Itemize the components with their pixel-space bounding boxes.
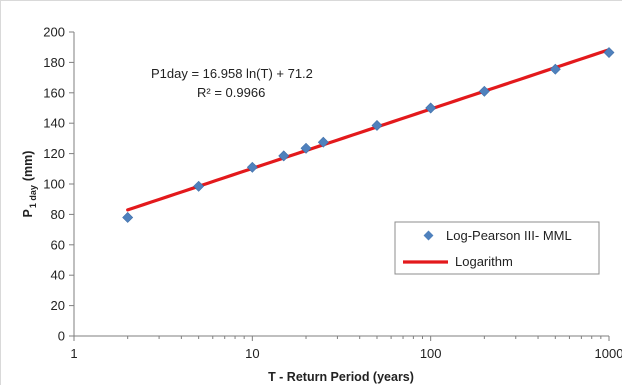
y-tick-label: 80 <box>51 207 65 222</box>
y-tick-label: 20 <box>51 298 65 313</box>
data-point <box>317 136 329 148</box>
data-point <box>300 142 312 154</box>
y-tick-label: 120 <box>43 146 65 161</box>
data-point <box>478 85 490 97</box>
y-tick-label: 40 <box>51 268 65 283</box>
y-axis-title-sub: 1 day <box>28 185 38 208</box>
data-point <box>603 47 615 58</box>
data-points <box>122 47 615 223</box>
trend-line-logarithm <box>126 48 611 212</box>
y-tick-label: 140 <box>43 116 65 131</box>
data-point <box>549 63 561 75</box>
x-tick-label: 1 <box>70 346 77 361</box>
y-axis-title-main: P <box>21 209 35 217</box>
data-point <box>371 120 383 131</box>
legend-box <box>394 221 600 275</box>
x-axis-ticks: 1 10 100 1000 <box>70 336 622 361</box>
x-tick-label: 100 <box>420 346 442 361</box>
y-tick-label: 160 <box>43 85 65 100</box>
data-point <box>122 211 134 223</box>
y-axis-title-unit: (mm) <box>21 151 35 182</box>
y-axis-ticks: 0 20 40 60 80 100 120 140 160 180 200 <box>43 25 74 344</box>
legend-label-series-1: Log-Pearson III- MML <box>446 228 572 243</box>
y-tick-label: 180 <box>43 55 65 70</box>
x-tick-label: 1000 <box>595 346 622 361</box>
legend: Log-Pearson III- MML Logarithm <box>394 221 600 275</box>
equation-label: P1day = 16.958 ln(T) + 71.2 <box>151 66 313 81</box>
legend-label-series-2: Logarithm <box>455 254 513 269</box>
r-squared-label: R² = 0.9966 <box>197 85 265 100</box>
data-point <box>246 161 258 173</box>
data-point <box>425 102 437 114</box>
y-tick-label: 60 <box>51 237 65 252</box>
x-tick-label: 10 <box>245 346 259 361</box>
y-tick-label: 0 <box>58 329 65 344</box>
y-tick-label: 100 <box>43 177 65 192</box>
y-tick-label: 200 <box>43 25 65 40</box>
legend-marker-symbol <box>423 230 434 241</box>
y-axis-title: P1 day (mm) <box>21 151 38 218</box>
x-axis-title: T - Return Period (years) <box>268 370 414 384</box>
data-point <box>193 180 205 192</box>
data-point <box>278 150 290 162</box>
